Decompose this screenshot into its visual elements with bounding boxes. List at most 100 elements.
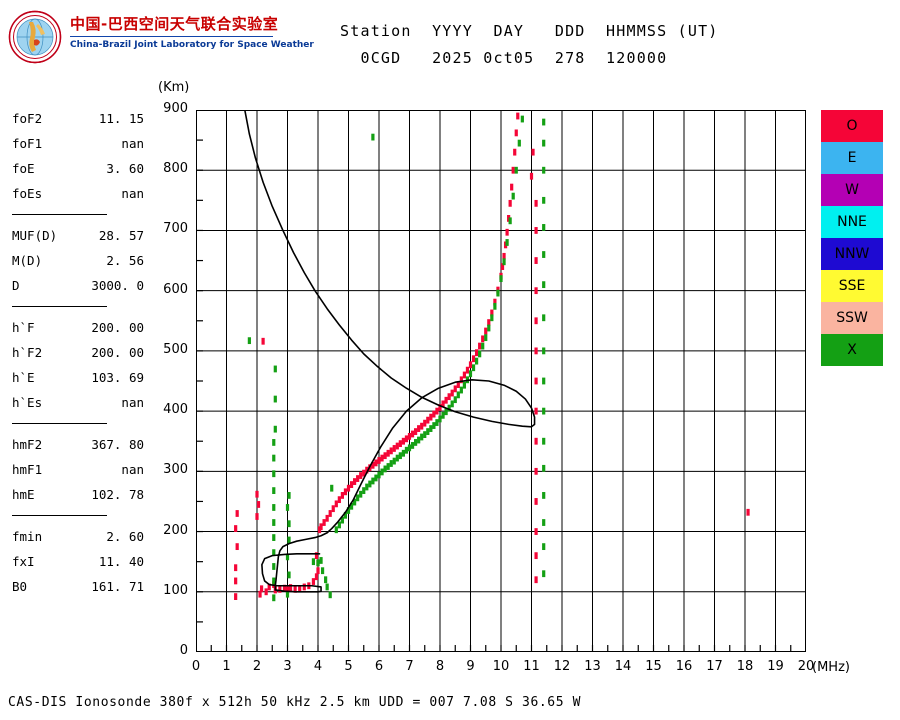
- data-point: [258, 590, 262, 598]
- param-key: hmF1: [12, 462, 43, 477]
- x-tick-label: 5: [344, 659, 353, 674]
- data-point: [407, 444, 412, 452]
- param-key: fmin: [12, 529, 43, 544]
- data-point: [311, 558, 316, 566]
- data-point: [502, 252, 506, 260]
- data-point: [353, 478, 357, 485]
- param-value: 3. 60: [106, 161, 144, 176]
- data-point: [349, 481, 354, 488]
- data-point: [337, 521, 341, 529]
- data-point: [337, 496, 341, 504]
- x-tick-label: 0: [191, 659, 201, 674]
- data-point: [374, 459, 378, 467]
- station-header: Station YYYY DAY DDD HHMMSS (UT) 0CGD 20…: [340, 18, 810, 72]
- legend-item-x[interactable]: X: [821, 334, 883, 366]
- data-point: [346, 507, 351, 514]
- data-point: [371, 133, 375, 141]
- data-point: [365, 466, 369, 474]
- legend-item-nnw[interactable]: NNW: [821, 238, 883, 270]
- data-point: [508, 217, 512, 225]
- y-axis-unit-label: (Km): [158, 80, 190, 95]
- data-point: [392, 457, 396, 465]
- data-point: [314, 573, 319, 581]
- data-point: [500, 263, 505, 270]
- data-point: [534, 287, 538, 295]
- data-point: [272, 519, 276, 526]
- y-tick-label: 400: [163, 402, 188, 418]
- data-point: [287, 571, 291, 579]
- param-key: h`Es: [12, 395, 43, 410]
- data-point: [429, 413, 433, 421]
- data-point: [420, 433, 424, 441]
- param-row: M(D) 2. 56: [8, 248, 148, 273]
- param-row: foEs nan: [8, 181, 148, 206]
- data-point: [520, 115, 524, 123]
- data-point: [273, 395, 277, 403]
- param-key: M(D): [12, 253, 43, 268]
- data-point: [514, 129, 518, 137]
- data-point: [334, 500, 338, 508]
- data-point: [417, 436, 421, 444]
- data-point: [398, 452, 402, 460]
- data-point: [324, 576, 328, 584]
- legend-item-e[interactable]: E: [821, 142, 883, 174]
- x-tick-label: 9: [466, 659, 475, 674]
- data-point: [441, 411, 445, 419]
- legend-item-o[interactable]: O: [821, 110, 883, 142]
- legend-item-nne[interactable]: NNE: [821, 206, 883, 238]
- param-group-divider: [12, 214, 107, 215]
- data-point: [234, 525, 238, 532]
- data-point: [404, 446, 409, 454]
- x-tick-label: 17: [706, 659, 723, 674]
- data-point: [325, 514, 329, 522]
- data-point: [272, 594, 276, 602]
- data-point: [450, 400, 454, 408]
- data-point: [272, 487, 276, 495]
- data-point: [371, 477, 375, 485]
- data-point: [278, 585, 282, 593]
- data-point: [255, 490, 259, 498]
- data-point: [534, 347, 538, 355]
- y-tick-label: 600: [163, 281, 188, 297]
- data-point: [340, 492, 344, 499]
- data-point: [534, 498, 538, 505]
- param-key: foE: [12, 161, 35, 176]
- data-point: [401, 437, 405, 445]
- param-row: h`Es nan: [8, 390, 148, 415]
- y-tick-label: 500: [163, 341, 188, 357]
- data-point: [534, 377, 538, 385]
- data-point: [487, 324, 491, 332]
- x-tick-label: 7: [405, 659, 414, 674]
- param-key: B0: [12, 579, 28, 594]
- data-point: [414, 439, 418, 446]
- data-point: [462, 371, 466, 379]
- data-point: [234, 593, 238, 600]
- data-point: [287, 536, 291, 544]
- legend-item-w[interactable]: W: [821, 174, 883, 206]
- data-point: [320, 567, 325, 575]
- data-point: [356, 494, 360, 502]
- data-point: [508, 199, 512, 207]
- x-tick-label: 18: [736, 659, 754, 674]
- data-point: [465, 366, 470, 374]
- data-point: [531, 148, 535, 156]
- legend-item-ssw[interactable]: SSW: [821, 302, 883, 334]
- param-key: hmE: [12, 487, 35, 502]
- data-point: [386, 449, 390, 457]
- data-point: [534, 257, 538, 264]
- data-point: [235, 510, 239, 517]
- param-value: 11. 15: [98, 111, 144, 126]
- data-point: [542, 464, 546, 472]
- data-point: [444, 396, 448, 404]
- x-tick-label: 2: [252, 659, 262, 674]
- data-point: [534, 576, 538, 584]
- data-point: [746, 508, 750, 516]
- param-value: nan: [121, 186, 144, 201]
- data-point: [534, 199, 538, 207]
- data-point: [517, 139, 521, 147]
- data-point: [499, 275, 503, 283]
- data-point: [490, 314, 494, 322]
- x-tick-label: 1: [222, 659, 231, 674]
- x-tick-label: 15: [645, 659, 662, 674]
- legend-item-sse[interactable]: SSE: [821, 270, 883, 302]
